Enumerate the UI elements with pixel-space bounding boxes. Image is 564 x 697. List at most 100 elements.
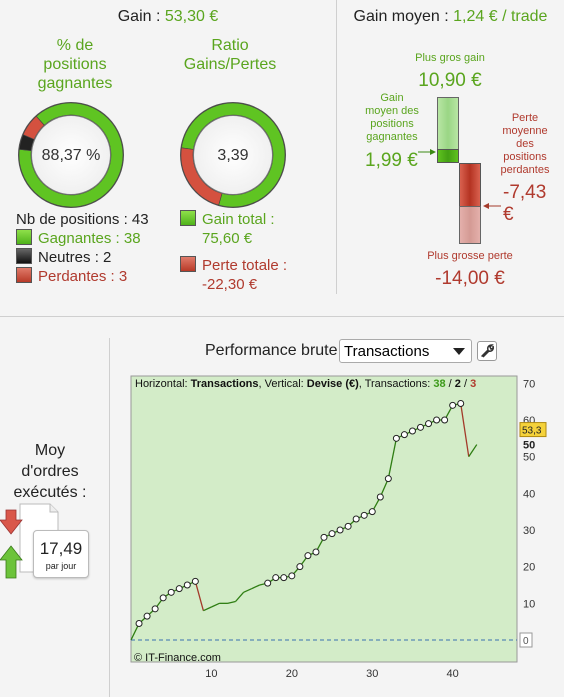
totals: Gain total : 75,60 € Perte totale : -22,… xyxy=(180,210,287,294)
gain-total: Gain total : xyxy=(180,210,287,229)
data-point xyxy=(408,427,416,435)
data-point xyxy=(360,511,368,519)
win-pct-title: % de positions gagnantes xyxy=(37,37,113,92)
orders-unit: par jour xyxy=(45,561,77,571)
x-tick-label: 30 xyxy=(366,668,378,680)
orders-card: 17,49 par jour xyxy=(33,530,89,578)
data-point xyxy=(191,577,199,585)
performance-title: Performance brute xyxy=(205,342,338,359)
data-point xyxy=(449,401,457,409)
data-point xyxy=(183,581,191,589)
perte-moyenne-value: -7,43 € xyxy=(503,182,547,225)
data-point xyxy=(159,594,167,602)
arrow-right-icon xyxy=(418,149,436,155)
line-segment-gain xyxy=(387,438,398,479)
data-point xyxy=(280,574,288,582)
gain-value: 53,30 € xyxy=(164,8,219,25)
avg-loss-bar xyxy=(459,163,481,207)
y-tick-label: 10 xyxy=(523,598,535,610)
legend-neutres: Neutres : 2 xyxy=(16,248,149,267)
line-segment-loss xyxy=(460,403,470,457)
data-point xyxy=(320,533,328,541)
data-point xyxy=(336,526,344,534)
data-point xyxy=(368,508,376,516)
data-point xyxy=(296,563,304,571)
arrow-left-icon xyxy=(483,203,501,209)
arrow-down-icon xyxy=(0,509,23,535)
view-dropdown[interactable]: Transactions xyxy=(339,339,472,363)
gain-moyen-label: Gain moyen des positions gagnantes xyxy=(365,92,419,143)
gain-summary: Gain : 53,30 € xyxy=(0,8,336,26)
chart-credit: © IT-Finance.com xyxy=(134,652,221,664)
positions-legend: Nb de positions : 43 Gagnantes : 38 Neut… xyxy=(16,210,149,286)
data-point xyxy=(264,579,272,587)
data-point xyxy=(288,572,296,580)
perte-totale-value: -22,30 € xyxy=(202,276,258,293)
plus-gros-gain-value: 10,90 € xyxy=(418,70,482,91)
green-square-icon xyxy=(180,210,196,226)
arrow-up-icon xyxy=(0,545,23,579)
data-point xyxy=(425,420,433,428)
legend-gagnantes: Gagnantes : 38 xyxy=(16,229,149,248)
gain-moyen-value: 1,99 € xyxy=(365,150,418,171)
data-point xyxy=(151,605,159,613)
data-point xyxy=(312,548,320,556)
data-point xyxy=(344,522,352,530)
x-tick-label: 20 xyxy=(286,668,298,680)
plus-gros-gain-label: Plus gros gain xyxy=(415,52,485,64)
ratio-donut: 3,39 xyxy=(180,102,286,208)
data-point xyxy=(433,416,441,424)
wrench-icon xyxy=(481,344,494,358)
line-segment-gain xyxy=(235,591,245,602)
data-point xyxy=(400,431,408,439)
data-point xyxy=(417,423,424,431)
data-point xyxy=(272,574,280,582)
last-value-badge xyxy=(519,422,547,438)
view-select[interactable]: Transactions xyxy=(339,339,472,363)
plus-grosse-perte-value: -14,00 € xyxy=(435,268,505,289)
y-tick-label: 70 xyxy=(523,378,535,390)
orders-title: Moy d'ordres exécutés : xyxy=(13,442,87,501)
green-square-icon xyxy=(16,229,32,245)
line-segment-gain xyxy=(203,606,212,612)
y-tick-label: 50 xyxy=(523,440,535,452)
data-point xyxy=(167,588,175,596)
data-point xyxy=(135,620,143,627)
plus-grosse-perte-label: Plus grosse perte xyxy=(427,250,513,262)
line-segment-gain xyxy=(468,444,478,458)
line-segment-loss xyxy=(194,581,205,611)
avg-gain-bar xyxy=(437,149,459,163)
win-pct-value: 88,37 % xyxy=(42,147,101,164)
perte-totale: Perte totale : xyxy=(180,256,287,275)
max-gain-bar xyxy=(437,97,459,150)
x-tick-label: 40 xyxy=(447,668,459,680)
gain-label: Gain : xyxy=(117,8,165,25)
red-square-icon xyxy=(180,256,196,272)
line-segment-gain xyxy=(251,584,260,590)
plot-area xyxy=(130,375,518,663)
y-tick-label: 50 xyxy=(523,452,535,464)
data-point xyxy=(384,475,392,483)
data-point xyxy=(143,612,151,620)
ratio-title: Ratio Gains/Pertes xyxy=(183,37,277,73)
line-segment-gain xyxy=(243,588,252,593)
line-segment-gain xyxy=(211,602,220,608)
gain-total-value: 75,60 € xyxy=(202,230,253,247)
zero-label-box xyxy=(519,632,533,648)
data-point xyxy=(376,493,384,501)
settings-button[interactable] xyxy=(477,341,497,361)
donut-slice-pertes xyxy=(180,147,223,206)
ratio-value: 3,39 xyxy=(217,147,248,164)
positions-total: Nb de positions : 43 xyxy=(16,211,149,228)
data-point xyxy=(441,416,449,424)
chart-header: Horizontal: Transactions, Vertical: Devi… xyxy=(135,378,476,390)
zero-label: 0 xyxy=(523,636,529,647)
data-point xyxy=(304,552,312,560)
black-square-icon xyxy=(16,248,32,264)
legend-perdantes: Perdantes : 3 xyxy=(16,267,149,286)
last-value-label: 53,3 xyxy=(522,426,542,437)
line-segment-gain xyxy=(227,600,236,604)
data-point xyxy=(392,434,400,442)
data-point xyxy=(457,400,465,407)
